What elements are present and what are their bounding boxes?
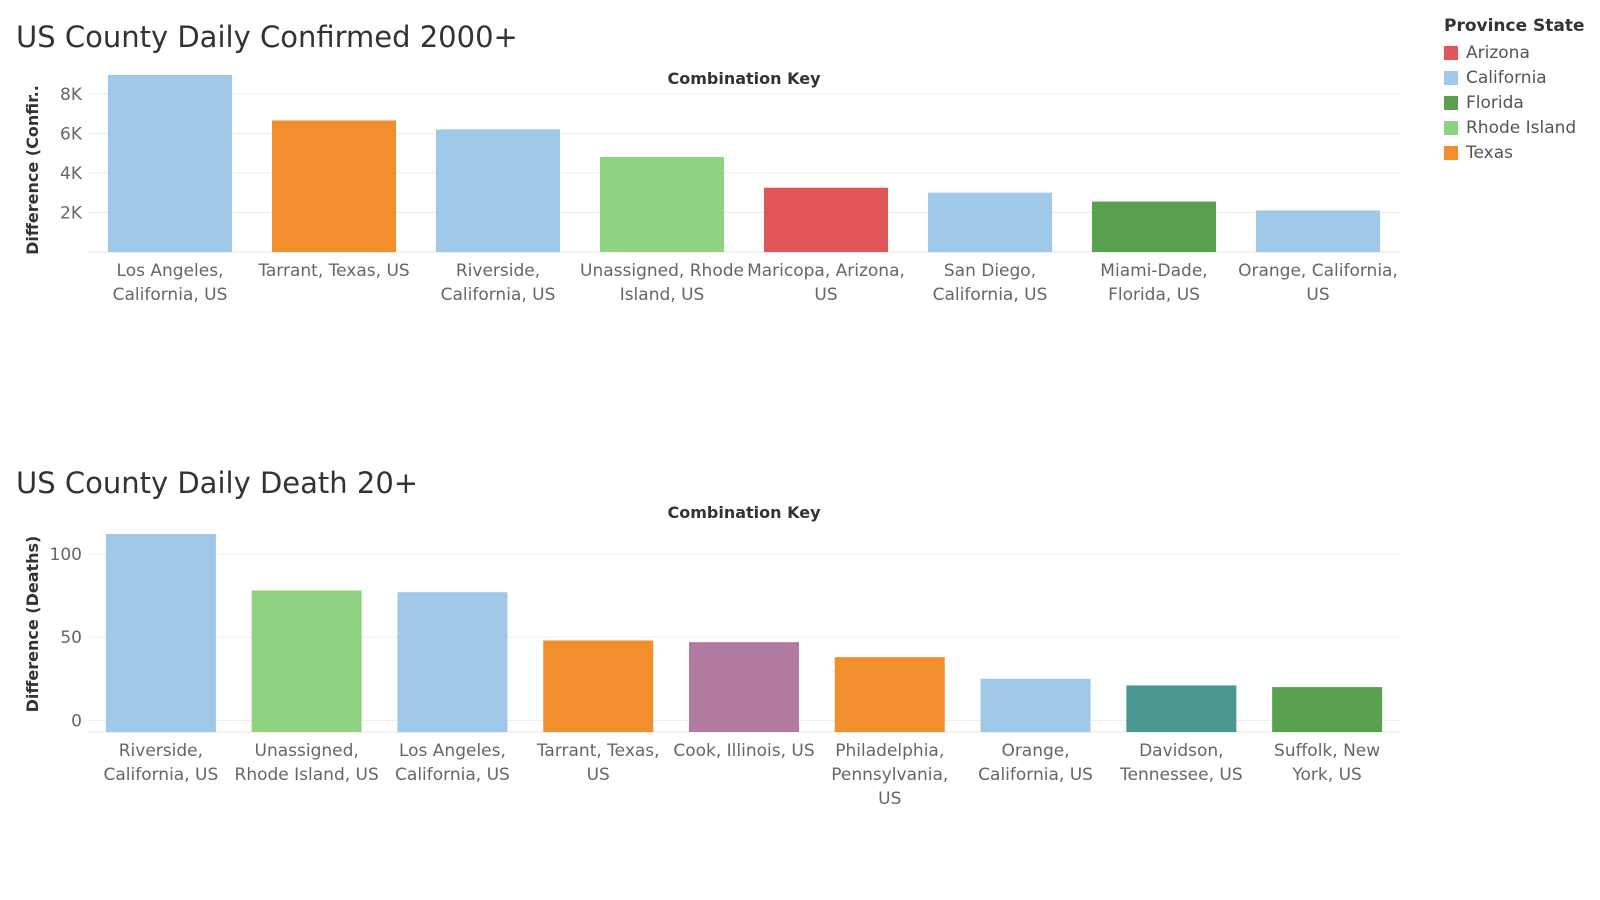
x-tick-label: Orange, California, US [978, 741, 1093, 785]
x-tick-label: Cook, Illinois, US [673, 741, 814, 761]
legend-label: Arizona [1466, 42, 1530, 63]
bar[interactable] [834, 657, 945, 732]
x-tick-label: Los Angeles, California, US [395, 741, 510, 785]
y-tick-label: 50 [60, 628, 82, 648]
y-tick-label: 2K [60, 203, 83, 223]
legend-swatch [1444, 45, 1458, 60]
legend-item-rhode-island[interactable]: Rhode Island [1444, 115, 1594, 140]
deaths-bar-chart: Combination Key Difference (Deaths) 0 50 100… [23, 503, 1400, 809]
bar[interactable] [543, 640, 654, 732]
legend-item-arizona[interactable]: Arizona [1444, 40, 1594, 65]
bar[interactable] [251, 590, 362, 732]
bar[interactable] [1092, 201, 1216, 252]
bar[interactable] [689, 642, 799, 732]
bar[interactable] [272, 120, 396, 252]
x-tick-label: Tarrant, Texas, US [257, 261, 409, 281]
x-tick-label: Unassigned, Rhode Island, US [580, 261, 744, 305]
x-axis-title: Combination Key [667, 503, 821, 522]
x-tick-label: Davidson, Tennessee, US [1119, 741, 1243, 785]
y-tick-label: 0 [71, 711, 82, 731]
legend-item-california[interactable]: California [1444, 65, 1594, 90]
chart-title-deaths: US County Daily Death 20+ [16, 466, 419, 500]
y-axis-title: Difference (Deaths) [23, 536, 42, 713]
bar[interactable] [108, 74, 232, 252]
bar[interactable] [928, 192, 1052, 252]
legend-swatch [1444, 70, 1458, 85]
x-tick-label: San Diego, California, US [933, 261, 1048, 305]
y-tick-label: 100 [50, 545, 82, 565]
confirmed-bar-chart: Combination Key Difference (Confir.. 2K 4K 6… [23, 69, 1400, 305]
x-tick-label: Maricopa, Arizona, US [747, 261, 905, 305]
legend-swatch [1444, 95, 1458, 110]
x-axis-title: Combination Key [667, 69, 821, 88]
legend-label: Florida [1466, 92, 1524, 113]
bar[interactable] [1256, 210, 1380, 252]
bar[interactable] [436, 129, 560, 252]
x-tick-label: Unassigned, Rhode Island, US [235, 741, 379, 785]
bar[interactable] [105, 533, 216, 732]
x-tick-label: Riverside, California, US [441, 261, 556, 305]
bar[interactable] [397, 592, 508, 732]
x-tick-label: Tarrant, Texas, US [536, 741, 660, 785]
chart-title-confirmed: US County Daily Confirmed 2000+ [16, 20, 518, 54]
x-tick-label: Los Angeles, California, US [113, 261, 228, 305]
x-tick-label: Miami-Dade, Florida, US [1100, 261, 1207, 305]
bar[interactable] [764, 187, 888, 252]
legend-swatch [1444, 145, 1458, 160]
legend-item-florida[interactable]: Florida [1444, 90, 1594, 115]
y-tick-label: 8K [60, 85, 83, 105]
legend-label: Rhode Island [1466, 117, 1577, 138]
legend-label: California [1466, 67, 1547, 88]
x-tick-label: Riverside, California, US [103, 741, 218, 785]
x-tick-label: Orange, California, US [1238, 261, 1398, 305]
bar[interactable] [1126, 685, 1237, 732]
bar[interactable] [600, 157, 724, 252]
y-axis-title: Difference (Confir.. [23, 85, 42, 255]
bar[interactable] [980, 678, 1091, 732]
y-tick-label: 4K [60, 164, 83, 184]
legend-title: Province State [1444, 16, 1585, 36]
x-tick-label: Suffolk, New York, US [1274, 741, 1380, 785]
legend: Province State Arizona California Florid… [1444, 16, 1594, 165]
legend-item-texas[interactable]: Texas [1444, 140, 1594, 165]
x-tick-label: Philadelphia, Pennsylvania, US [831, 741, 948, 809]
bar[interactable] [1272, 687, 1383, 732]
y-tick-label: 6K [60, 124, 83, 144]
legend-swatch [1444, 120, 1458, 135]
legend-label: Texas [1466, 142, 1513, 163]
